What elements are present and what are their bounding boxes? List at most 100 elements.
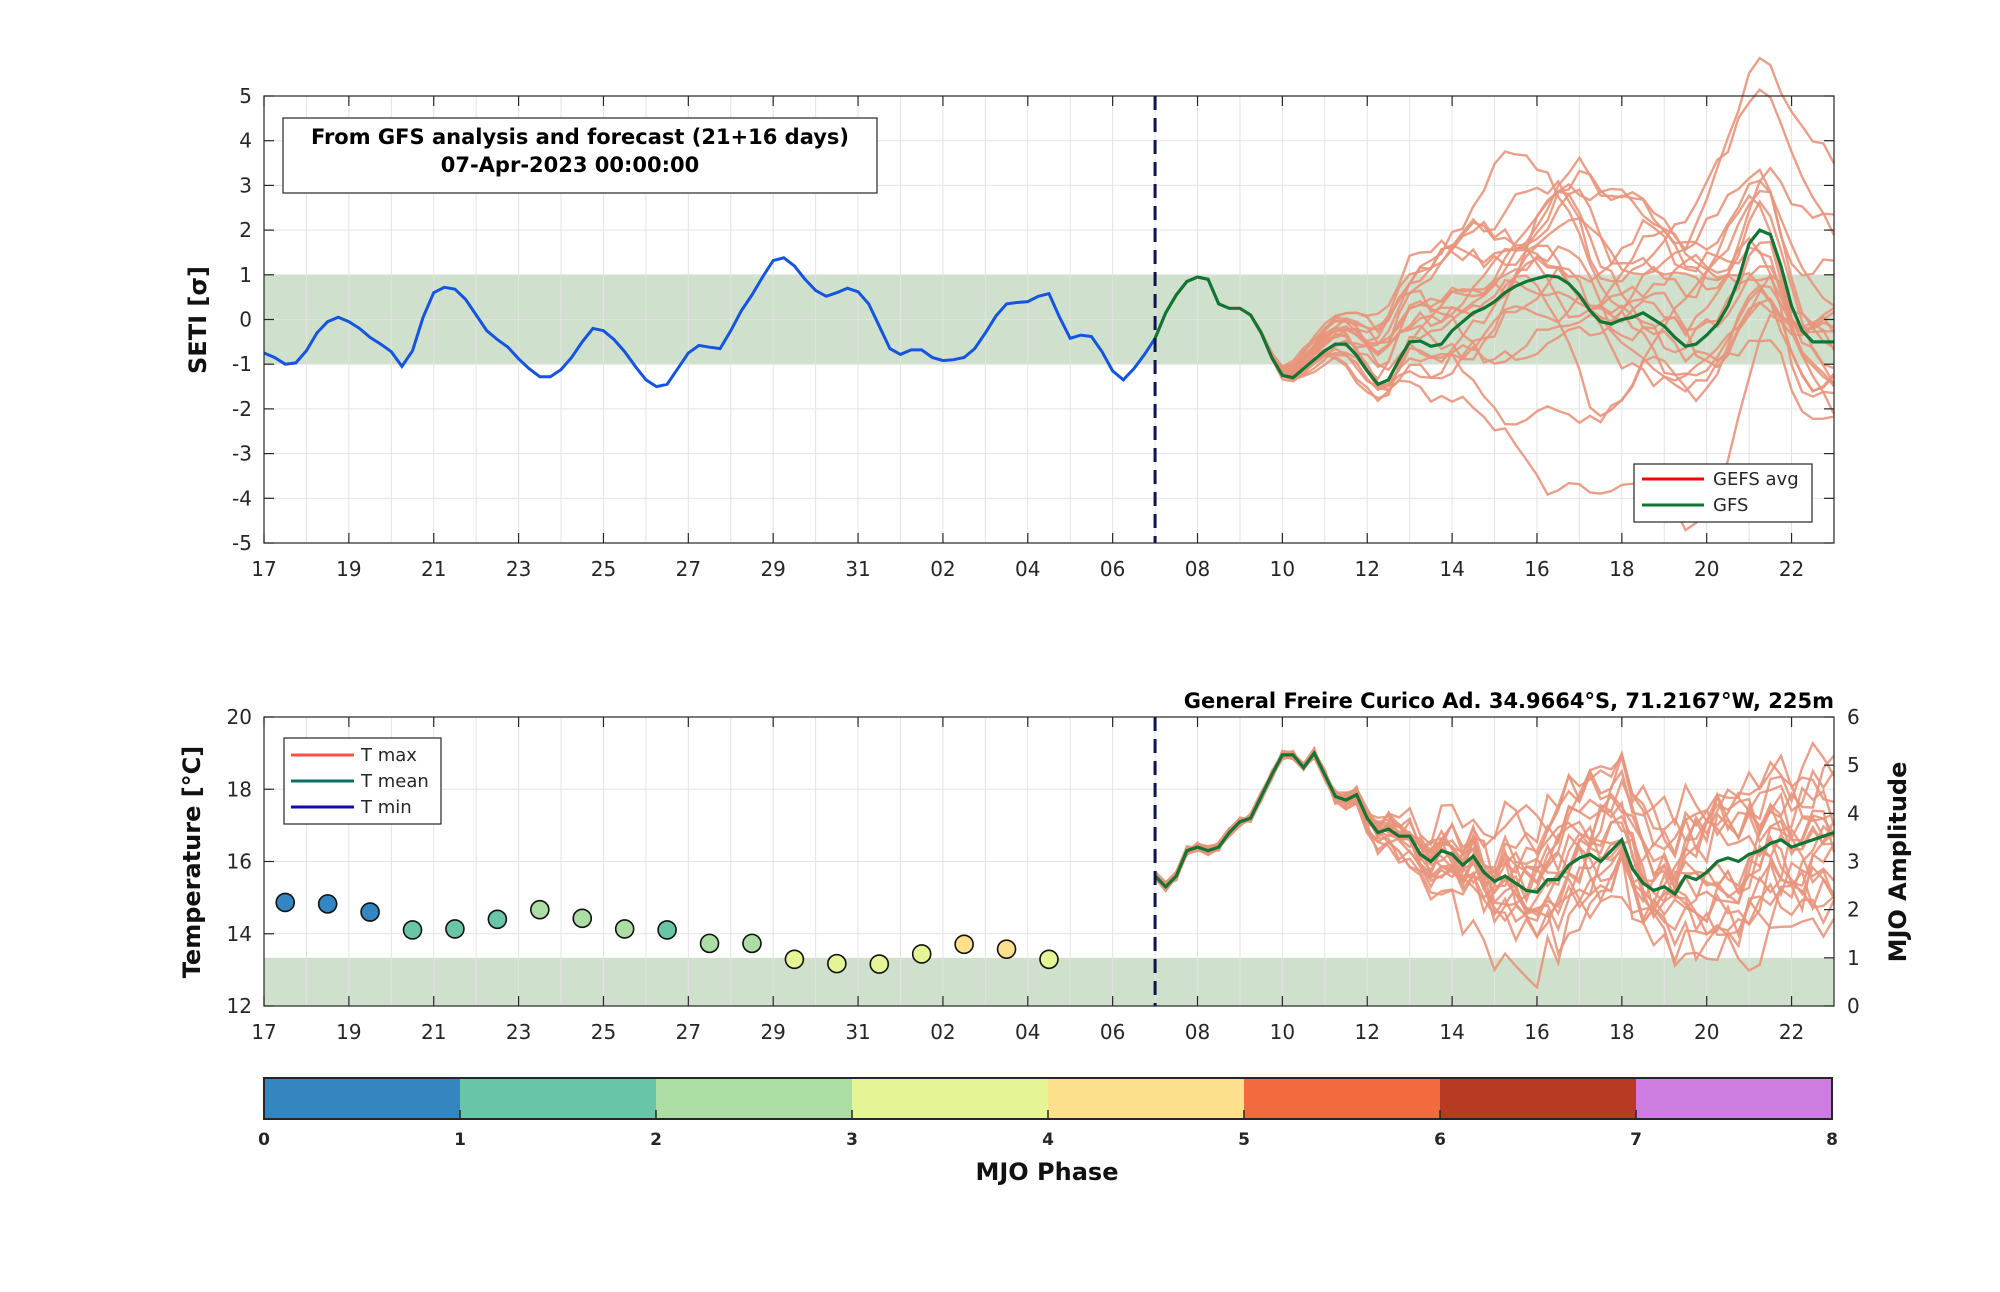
temperature-x-tick-label: 14 [1439, 1020, 1464, 1044]
seti-x-tick-label: 02 [930, 557, 955, 581]
seti-x-tick-label: 22 [1779, 557, 1804, 581]
seti-y-tick-label: 2 [239, 218, 252, 242]
temperature-x-tick-label: 29 [760, 1020, 785, 1044]
temperature-x-tick-label: 16 [1524, 1020, 1549, 1044]
seti-analysis-line [263, 256, 1157, 389]
temperature-x-ticks: 17 19 21 23 25 27 29 31 02 04 06 08 10 12 14 16 18 20 22 [251, 717, 1804, 1044]
temperature-x-tick-label: 10 [1270, 1020, 1295, 1044]
station-title: General Freire Curico Ad. 34.9664°S, 71.… [1184, 689, 1834, 713]
colorbar-segment [1048, 1078, 1245, 1119]
mjo-amplitude-ticks: 0 1 2 3 4 5 6 [1824, 705, 1860, 1018]
seti-y-ticks: -5 -4 -3 -2 -1 0 1 2 3 4 5 [232, 84, 1834, 555]
mjo-amplitude-tick-label: 3 [1847, 850, 1860, 874]
temperature-x-tick-label: 20 [1694, 1020, 1719, 1044]
mjo-point [954, 934, 974, 955]
temperature-x-tick-label: 02 [930, 1020, 955, 1044]
seti-x-tick-label: 25 [591, 557, 616, 581]
colorbar-ticks: 0 1 2 3 4 5 6 7 8 [258, 1110, 1838, 1150]
colorbar-tick-label: 7 [1630, 1130, 1642, 1150]
mjo-amplitude-tick-label: 0 [1847, 994, 1860, 1018]
colorbar-label: MJO Phase [975, 1158, 1118, 1186]
mjo-phase-colorbar: 0 1 2 3 4 5 6 7 8 MJO Phase [258, 1077, 1838, 1186]
mjo-amplitude-tick-label: 6 [1847, 705, 1860, 729]
temperature-legend: T max T mean T min [283, 737, 442, 825]
mjo-point [699, 933, 720, 954]
seti-x-tick-label: 27 [676, 557, 701, 581]
seti-x-tick-label: 29 [760, 557, 785, 581]
mjo-point [572, 908, 593, 929]
seti-y-tick-label: 5 [239, 84, 252, 108]
seti-x-tick-label: 21 [421, 557, 446, 581]
mjo-point [869, 954, 890, 974]
mjo-point [402, 920, 423, 940]
seti-y-tick-label: -5 [232, 531, 252, 555]
mjo-point [911, 944, 932, 964]
temperature-x-tick-label: 06 [1100, 1020, 1125, 1044]
colorbar-segments [264, 1078, 1833, 1119]
temperature-x-tick-label: 21 [421, 1020, 446, 1044]
seti-x-tick-label: 18 [1609, 557, 1634, 581]
mjo-amplitude-tick-label: 2 [1847, 898, 1860, 922]
legend-tmin-label: T min [360, 797, 412, 818]
temperature-x-tick-label: 23 [506, 1020, 531, 1044]
colorbar-tick-label: 4 [1042, 1130, 1054, 1150]
seti-y-tick-label: 3 [239, 173, 252, 197]
seti-info-line-2: 07-Apr-2023 00:00:00 [441, 153, 700, 177]
temperature-x-tick-label: 12 [1355, 1020, 1380, 1044]
temperature-x-tick-label: 08 [1185, 1020, 1210, 1044]
mjo-point [360, 902, 380, 922]
seti-y-tick-label: 4 [239, 129, 252, 153]
seti-info-line-1: From GFS analysis and forecast (21+16 da… [311, 125, 849, 149]
seti-x-tick-label: 16 [1524, 557, 1549, 581]
mjo-amplitude-tick-label: 1 [1847, 946, 1860, 970]
colorbar-tick-label: 3 [846, 1130, 858, 1150]
temperature-y-tick-label: 18 [227, 777, 252, 801]
mjo-point [445, 919, 465, 939]
temperature-y-tick-label: 16 [227, 850, 252, 874]
temperature-x-tick-label: 17 [251, 1020, 276, 1044]
temperature-x-tick-label: 04 [1015, 1020, 1040, 1044]
seti-x-tick-label: 31 [845, 557, 870, 581]
colorbar-segment [1244, 1078, 1441, 1119]
mjo-point [1039, 949, 1059, 970]
legend-gefs-avg-label: GEFS avg [1713, 469, 1799, 490]
seti-y-tick-label: -1 [232, 352, 252, 376]
colorbar-tick-label: 0 [258, 1130, 270, 1150]
mjo-point [657, 920, 677, 940]
mjo-point [275, 892, 296, 913]
temperature-x-tick-label: 18 [1609, 1020, 1634, 1044]
temperature-y-tick-label: 12 [227, 994, 252, 1018]
seti-x-tick-label: 20 [1694, 557, 1719, 581]
seti-y-tick-label: 0 [239, 308, 252, 332]
seti-gfs-line [1153, 228, 1834, 387]
colorbar-tick-label: 1 [454, 1130, 466, 1150]
seti-x-tick-label: 04 [1015, 557, 1040, 581]
seti-x-tick-label: 23 [506, 557, 531, 581]
mjo-point [317, 894, 338, 914]
seti-y-tick-label: -3 [232, 442, 252, 466]
seti-x-tick-label: 17 [251, 557, 276, 581]
seti-y-tick-label: -4 [232, 486, 252, 510]
mjo-point [742, 933, 762, 954]
mjo-amplitude-axis-label: MJO Amplitude [1884, 762, 1912, 963]
mjo-amplitude-tick-label: 4 [1847, 801, 1860, 825]
temperature-y-tick-label: 14 [227, 922, 252, 946]
legend-tmean-label: T mean [360, 771, 429, 792]
temperature-y-axis-label: Temperature [°C] [178, 746, 206, 979]
seti-x-tick-label: 08 [1185, 557, 1210, 581]
colorbar-segment [852, 1078, 1049, 1119]
mjo-point [530, 899, 550, 920]
seti-x-tick-label: 14 [1439, 557, 1464, 581]
colorbar-segment [460, 1078, 657, 1119]
seti-legend: GEFS avg GFS [1633, 463, 1813, 523]
seti-info-box: From GFS analysis and forecast (21+16 da… [282, 117, 878, 194]
legend-gfs-label: GFS [1713, 495, 1748, 516]
colorbar-segment [1636, 1078, 1833, 1119]
mjo-amplitude-tick-label: 5 [1847, 753, 1860, 777]
legend-tmax-label: T max [360, 745, 417, 766]
mjo-point [784, 949, 805, 970]
temperature-x-tick-label: 31 [845, 1020, 870, 1044]
